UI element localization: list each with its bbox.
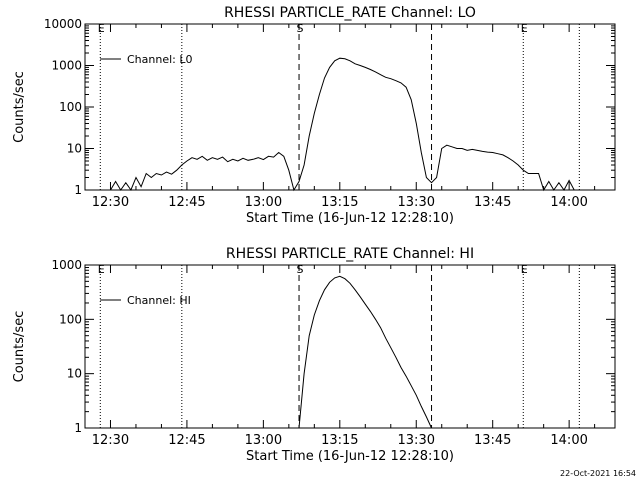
panel1-xlabel: Start Time (16-Jun-12 12:28:10) bbox=[246, 211, 454, 226]
panel2-ylabel: Counts/sec bbox=[12, 311, 27, 383]
panel1-marker-label-0: E bbox=[98, 22, 105, 35]
panel1-xtick-label-3: 13:15 bbox=[321, 195, 358, 210]
panel2-xtick-label-6: 14:00 bbox=[550, 433, 587, 448]
panel2-marker-label-4: E bbox=[521, 263, 528, 276]
panel1-ylabel: Counts/sec bbox=[12, 71, 27, 143]
panel1-title: RHESSI PARTICLE_RATE Channel: LO bbox=[224, 5, 476, 21]
panel1-xtick-label-2: 13:00 bbox=[245, 195, 282, 210]
panel2-legend-label: Channel: HI bbox=[127, 294, 191, 307]
panel2-xtick-label-0: 12:30 bbox=[92, 433, 129, 448]
panel2-frame bbox=[84, 264, 616, 429]
panel2-marker-label-0: E bbox=[98, 263, 105, 276]
panel2-ytick-label-0: 1 bbox=[74, 421, 82, 435]
panel1-marker-label-2: S bbox=[297, 22, 304, 35]
panel2-ytick-label-3: 1000 bbox=[51, 258, 82, 272]
footer-timestamp: 22-Oct-2021 16:54 bbox=[560, 469, 636, 478]
panel2-xlabel: Start Time (16-Jun-12 12:28:10) bbox=[246, 449, 454, 464]
panel2-marker-label-2: S bbox=[297, 263, 304, 276]
panel2-ytick-label-1: 10 bbox=[67, 367, 82, 381]
panel2-series-line-0 bbox=[298, 275, 432, 429]
panel1-marker-label-4: E bbox=[521, 22, 528, 35]
panel1-ytick-label-4: 10000 bbox=[44, 17, 82, 31]
panel1-ytick-label-3: 1000 bbox=[51, 59, 82, 73]
panel2-xtick-label-1: 12:45 bbox=[168, 433, 205, 448]
panel2-ytick-label-2: 100 bbox=[59, 312, 82, 326]
panel1-ytick-label-1: 10 bbox=[67, 142, 82, 156]
panel1-legend-label: Channel: L0 bbox=[127, 53, 193, 66]
panel1-ytick-label-2: 100 bbox=[59, 100, 82, 114]
panel1-ytick-label-0: 1 bbox=[74, 183, 82, 197]
panel1-frame bbox=[84, 23, 616, 191]
panel2-xtick-label-2: 13:00 bbox=[245, 433, 282, 448]
panel2-xtick-label-5: 13:45 bbox=[474, 433, 511, 448]
panel2-xtick-label-4: 13:30 bbox=[398, 433, 435, 448]
panel2-xtick-label-3: 13:15 bbox=[321, 433, 358, 448]
panel1-xtick-label-0: 12:30 bbox=[92, 195, 129, 210]
panel2-title: RHESSI PARTICLE_RATE Channel: HI bbox=[226, 246, 474, 262]
panel1-xtick-label-5: 13:45 bbox=[474, 195, 511, 210]
panel1-xtick-label-1: 12:45 bbox=[168, 195, 205, 210]
panel1-xtick-label-4: 13:30 bbox=[398, 195, 435, 210]
panel1-xtick-label-6: 14:00 bbox=[550, 195, 587, 210]
panel1-series-line-0 bbox=[110, 57, 575, 192]
